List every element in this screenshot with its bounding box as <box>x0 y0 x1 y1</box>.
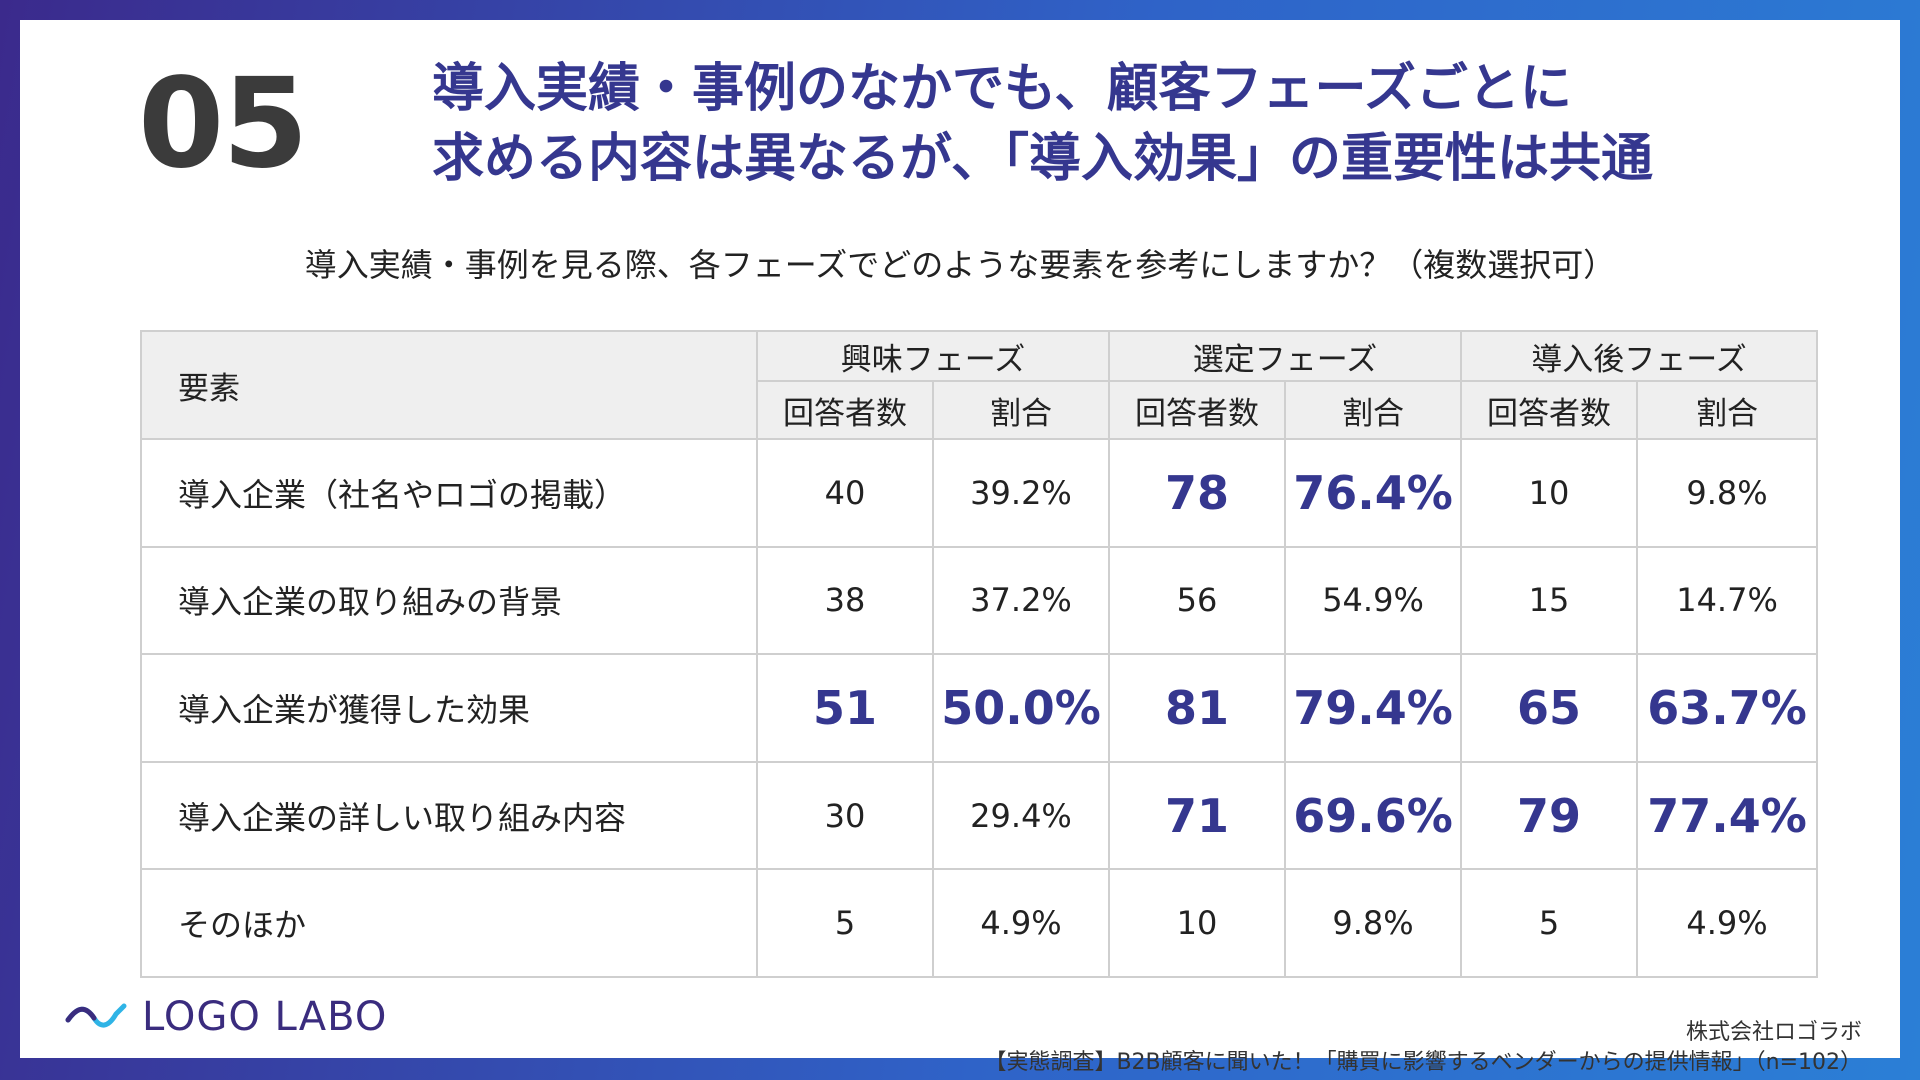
source-note: 【実態調査】B2B顧客に聞いた！「購買に影響するベンダーからの提供情報」（n=1… <box>984 1050 1862 1075</box>
ratio-cell: 4.9% <box>931 868 1111 978</box>
respondents-cell: 38 <box>756 545 934 656</box>
row-label: 導入企業（社名やロゴの掲載） <box>140 438 758 548</box>
sub-header-ratio: 割合 <box>1284 380 1463 440</box>
ratio-cell: 69.6% <box>1284 760 1463 871</box>
table-row: 導入企業の取り組みの背景 38 37.2% 56 54.9% 15 14.7% <box>140 545 1819 656</box>
company-name: 株式会社ロゴラボ <box>1685 1020 1862 1045</box>
ratio-cell: 77.4% <box>1636 760 1819 871</box>
respondents-cell: 10 <box>1108 868 1287 978</box>
sub-header-respondents: 回答者数 <box>1108 380 1287 440</box>
sub-header-respondents: 回答者数 <box>756 380 934 440</box>
sub-header-ratio: 割合 <box>1636 380 1819 440</box>
respondents-cell: 79 <box>1460 760 1639 871</box>
respondents-cell: 40 <box>756 438 934 548</box>
title-line-1: 導入実績・事例のなかでも、顧客フェーズごとに <box>432 59 1572 119</box>
ratio-cell: 76.4% <box>1284 438 1463 548</box>
ratio-cell: 14.7% <box>1636 545 1819 656</box>
ratio-cell: 50.0% <box>931 653 1111 763</box>
phase-header-interest: 興味フェーズ <box>755 330 1111 382</box>
respondents-cell: 10 <box>1460 438 1639 548</box>
logo: LOGO LABO <box>64 992 387 1042</box>
respondents-cell: 5 <box>1460 868 1639 978</box>
respondents-cell: 81 <box>1108 653 1287 763</box>
slide: 05 導入実績・事例のなかでも、顧客フェーズごとに 求める内容は異なるが、「導入… <box>20 20 1900 1075</box>
respondents-cell: 15 <box>1460 545 1639 656</box>
element-header: 要素 <box>140 330 758 440</box>
respondents-cell: 65 <box>1460 653 1639 763</box>
ratio-cell: 9.8% <box>1284 868 1463 978</box>
respondents-cell: 51 <box>756 653 934 763</box>
row-label: 導入企業の詳しい取り組み内容 <box>140 760 758 871</box>
table-row: 導入企業が獲得した効果 51 50.0% 81 79.4% 65 63.7% <box>140 653 1819 763</box>
respondents-cell: 56 <box>1108 545 1287 656</box>
ratio-cell: 29.4% <box>931 760 1111 871</box>
row-label: そのほか <box>140 868 758 978</box>
respondents-cell: 30 <box>756 760 934 871</box>
results-table: 要素 興味フェーズ 選定フェーズ 導入後フェーズ 回答者数 割合 回答者数 割合… <box>140 330 1819 978</box>
sub-header-ratio: 割合 <box>931 380 1111 440</box>
respondents-cell: 5 <box>756 868 934 978</box>
respondents-cell: 78 <box>1108 438 1287 548</box>
page-title: 導入実績・事例のなかでも、顧客フェーズごとに 求める内容は異なるが、「導入効果」… <box>432 54 1872 194</box>
title-line-2: 求める内容は異なるが、「導入効果」の重要性は共通 <box>432 129 1653 189</box>
ratio-cell: 79.4% <box>1284 653 1463 763</box>
section-number: 05 <box>138 52 309 196</box>
ratio-cell: 37.2% <box>931 545 1111 656</box>
respondents-cell: 71 <box>1108 760 1287 871</box>
phase-header-selection: 選定フェーズ <box>1108 330 1463 382</box>
table-row: 導入企業（社名やロゴの掲載） 40 39.2% 78 76.4% 10 9.8% <box>140 438 1819 548</box>
table-row: そのほか 5 4.9% 10 9.8% 5 4.9% <box>140 868 1819 978</box>
logo-text: LOGO LABO <box>142 994 388 1040</box>
row-label: 導入企業の取り組みの背景 <box>140 545 758 656</box>
table-row: 導入企業の詳しい取り組み内容 30 29.4% 71 69.6% 79 77.4% <box>140 760 1819 871</box>
ratio-cell: 39.2% <box>931 438 1111 548</box>
ratio-cell: 9.8% <box>1636 438 1819 548</box>
sub-header-respondents: 回答者数 <box>1460 380 1639 440</box>
ratio-cell: 54.9% <box>1284 545 1463 656</box>
table-body: 導入企業（社名やロゴの掲載） 40 39.2% 78 76.4% 10 9.8% 導入企業の取… <box>140 438 1819 978</box>
phase-header-post-adoption: 導入後フェーズ <box>1460 330 1819 382</box>
ratio-cell: 63.7% <box>1636 653 1819 763</box>
survey-question: 導入実績・事例を見る際、各フェーズでどのような要素を参考にしますか？（複数選択可… <box>304 246 1616 284</box>
ratio-cell: 4.9% <box>1636 868 1819 978</box>
wave-check-icon <box>65 1003 127 1028</box>
row-label: 導入企業が獲得した効果 <box>140 653 758 763</box>
